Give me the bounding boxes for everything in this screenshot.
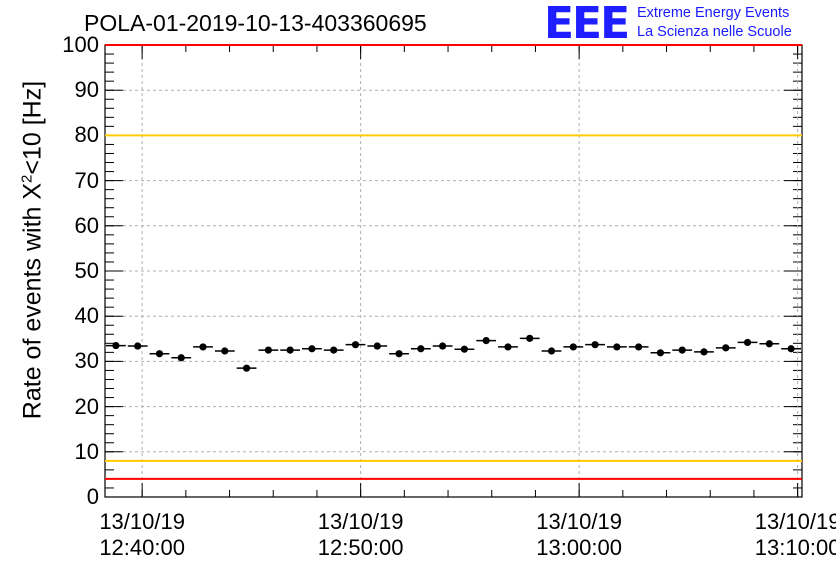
data-point — [264, 346, 272, 354]
y-axis-label-suffix: <10 [Hz] — [18, 80, 47, 175]
data-point — [395, 350, 403, 358]
y-tick-label: 70 — [74, 167, 99, 193]
y-tick-label: 30 — [74, 348, 99, 374]
x-tick-label: 13/10/19 12:40:00 — [99, 509, 185, 561]
x-tick-date: 13/10/19 — [754, 509, 836, 534]
x-tick-label: 13/10/19 12:50:00 — [318, 509, 404, 561]
data-point — [242, 364, 251, 372]
data-point — [656, 349, 665, 357]
data-point — [722, 344, 730, 352]
data-point — [373, 342, 381, 350]
y-tick-label: 90 — [74, 77, 99, 103]
x-tick-time: 13:00:00 — [536, 535, 622, 560]
x-tick-date: 13/10/19 — [317, 509, 404, 534]
y-axis-label-sup: 2 — [18, 174, 36, 183]
data-point — [112, 341, 120, 350]
y-tick-label: 50 — [74, 258, 99, 283]
data-point — [678, 346, 686, 354]
eee-logo: EEE — [544, 0, 630, 49]
y-tick-label: 40 — [74, 303, 99, 329]
x-tick-date: 13/10/19 — [99, 509, 185, 534]
y-tick-label: 80 — [74, 122, 99, 148]
data-point — [308, 345, 316, 353]
chart-title: POLA-01-2019-10-13-403360695 — [84, 10, 427, 36]
data-point — [591, 341, 599, 349]
data-point — [286, 346, 294, 354]
data-point — [547, 347, 556, 355]
data-point — [330, 346, 338, 354]
data-point — [569, 343, 577, 351]
data-point — [155, 350, 164, 358]
logo-line-1: Extreme Energy Events — [637, 5, 790, 21]
data-point — [417, 345, 425, 353]
y-axis-label-prefix: Rate of events with X — [18, 182, 47, 420]
data-point — [613, 343, 621, 351]
logo-line-2: La Scienza nelle Scuole — [637, 24, 792, 40]
data-point — [526, 334, 534, 342]
x-tick-label: 13/10/19 13:00:00 — [536, 509, 622, 561]
logo-caption: Extreme Energy Events La Scienza nelle S… — [637, 4, 792, 42]
data-point — [743, 338, 752, 347]
y-tick-label: 10 — [74, 438, 99, 464]
data-point — [504, 343, 512, 351]
x-tick-time: 12:40:00 — [99, 535, 185, 560]
data-point — [439, 342, 447, 350]
data-point — [177, 354, 185, 362]
data-point — [787, 345, 795, 353]
data-point — [221, 347, 229, 355]
data-point — [199, 343, 207, 351]
data-point — [460, 345, 468, 353]
x-tick-time: 12:50:00 — [317, 535, 404, 560]
x-tick-label: 13/10/19 13:10:00 — [755, 509, 836, 561]
y-tick-label: 100 — [62, 32, 99, 57]
x-tick-date: 13/10/19 — [536, 509, 622, 534]
x-tick-time: 13:10:00 — [754, 535, 836, 560]
data-point — [482, 337, 490, 345]
data-point — [765, 340, 773, 348]
data-point — [351, 341, 360, 349]
y-axis-label: Rate of events with X2<10 [Hz] — [18, 81, 47, 419]
data-point — [635, 343, 643, 351]
y-tick-label: 20 — [74, 393, 99, 419]
data-point — [134, 342, 142, 350]
y-tick-label: 60 — [74, 212, 99, 238]
y-tick-label: 0 — [86, 484, 99, 509]
data-point — [700, 348, 708, 356]
